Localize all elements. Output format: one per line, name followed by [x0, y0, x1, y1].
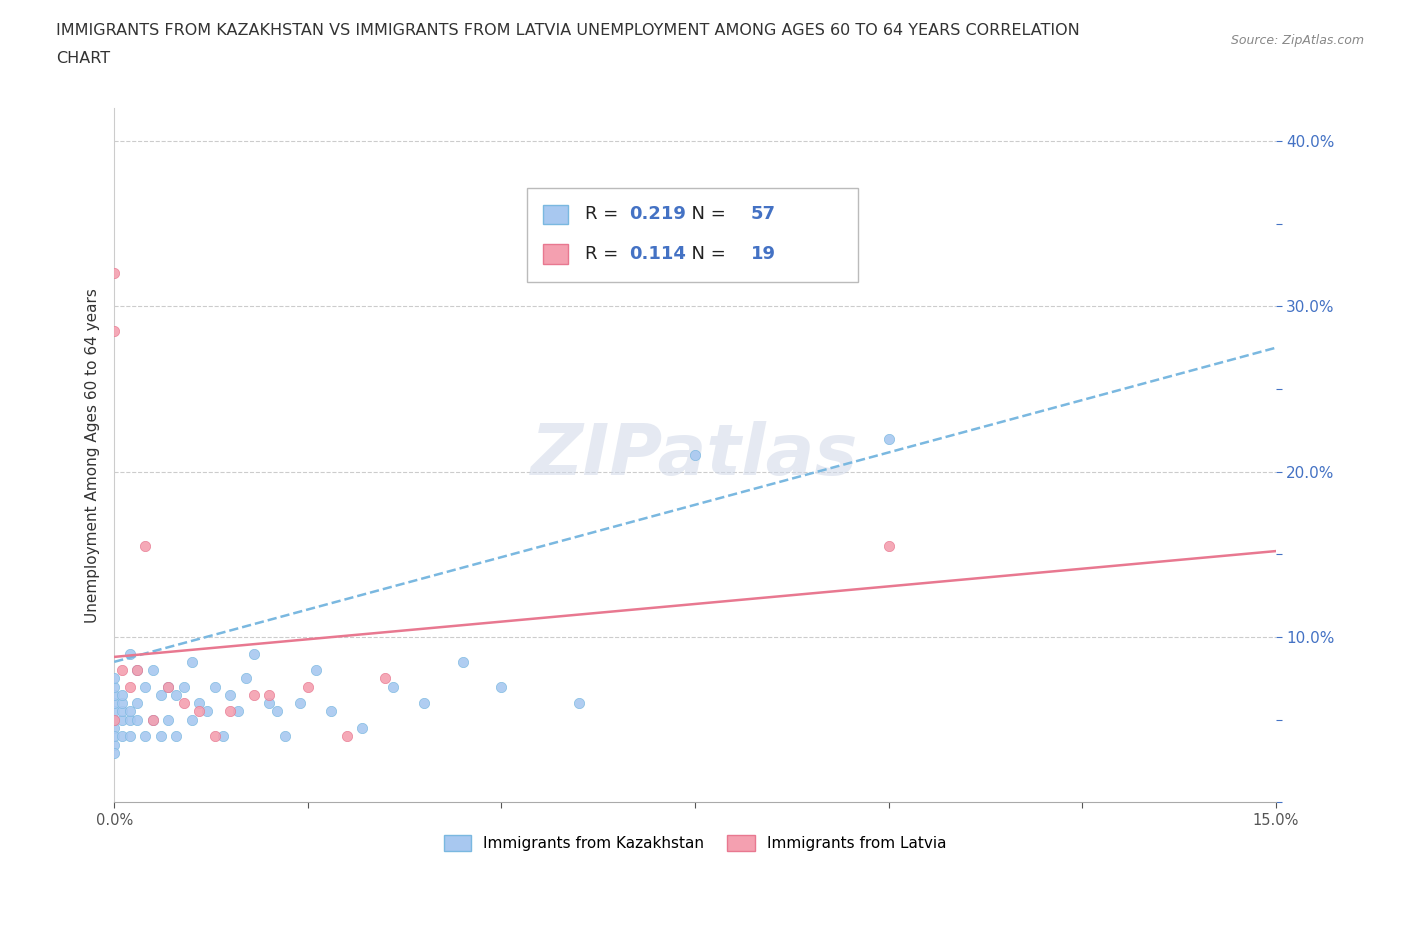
Point	[877, 538, 900, 553]
Point	[127, 663, 149, 678]
Point	[173, 679, 195, 694]
Point	[118, 729, 141, 744]
Point	[103, 671, 125, 685]
FancyBboxPatch shape	[527, 188, 858, 282]
Point	[288, 696, 311, 711]
Point	[335, 729, 357, 744]
Text: N =: N =	[681, 206, 731, 223]
Point	[319, 704, 342, 719]
Point	[103, 696, 125, 711]
Point	[204, 729, 226, 744]
Point	[204, 679, 226, 694]
Point	[111, 704, 134, 719]
Point	[273, 729, 295, 744]
Point	[304, 663, 326, 678]
Point	[103, 324, 125, 339]
Point	[413, 696, 436, 711]
Point	[297, 679, 319, 694]
Point	[195, 704, 218, 719]
Point	[491, 679, 513, 694]
Point	[257, 696, 280, 711]
Text: R =: R =	[585, 245, 624, 263]
Point	[118, 679, 141, 694]
Point	[219, 704, 242, 719]
Point	[188, 696, 211, 711]
Point	[118, 646, 141, 661]
Point	[103, 745, 125, 760]
Point	[142, 712, 165, 727]
Point	[683, 447, 706, 462]
Point	[149, 687, 172, 702]
Point	[118, 704, 141, 719]
Point	[111, 712, 134, 727]
Point	[118, 712, 141, 727]
Text: IMMIGRANTS FROM KAZAKHSTAN VS IMMIGRANTS FROM LATVIA UNEMPLOYMENT AMONG AGES 60 : IMMIGRANTS FROM KAZAKHSTAN VS IMMIGRANTS…	[56, 23, 1080, 38]
Text: R =: R =	[585, 206, 624, 223]
Point	[127, 712, 149, 727]
Text: Source: ZipAtlas.com: Source: ZipAtlas.com	[1230, 34, 1364, 47]
Point	[219, 687, 242, 702]
Point	[451, 655, 474, 670]
Point	[103, 712, 125, 727]
Point	[226, 704, 249, 719]
Point	[111, 687, 134, 702]
Point	[103, 737, 125, 752]
Point	[103, 704, 125, 719]
Point	[211, 729, 233, 744]
Point	[157, 679, 180, 694]
Text: 0.114: 0.114	[628, 245, 686, 263]
Point	[242, 646, 264, 661]
Point	[142, 712, 165, 727]
Point	[157, 679, 180, 694]
Point	[103, 687, 125, 702]
Point	[103, 266, 125, 281]
Point	[188, 704, 211, 719]
Point	[350, 721, 373, 736]
Point	[877, 432, 900, 446]
FancyBboxPatch shape	[543, 205, 568, 224]
Point	[157, 712, 180, 727]
Text: N =: N =	[681, 245, 731, 263]
Point	[374, 671, 396, 685]
Point	[180, 655, 202, 670]
Point	[134, 679, 156, 694]
FancyBboxPatch shape	[543, 244, 568, 263]
Point	[127, 696, 149, 711]
Point	[173, 696, 195, 711]
Point	[127, 663, 149, 678]
Text: 19: 19	[751, 245, 776, 263]
Text: 57: 57	[751, 206, 776, 223]
Y-axis label: Unemployment Among Ages 60 to 64 years: Unemployment Among Ages 60 to 64 years	[86, 287, 100, 622]
Point	[111, 663, 134, 678]
Point	[103, 729, 125, 744]
Point	[568, 696, 591, 711]
Point	[142, 663, 165, 678]
Point	[382, 679, 405, 694]
Text: CHART: CHART	[56, 51, 110, 66]
Point	[180, 712, 202, 727]
Point	[235, 671, 257, 685]
Point	[111, 696, 134, 711]
Legend: Immigrants from Kazakhstan, Immigrants from Latvia: Immigrants from Kazakhstan, Immigrants f…	[437, 829, 952, 857]
Point	[103, 721, 125, 736]
Point	[266, 704, 288, 719]
Point	[134, 538, 156, 553]
Point	[242, 687, 264, 702]
Point	[257, 687, 280, 702]
Point	[149, 729, 172, 744]
Point	[165, 729, 187, 744]
Text: 0.219: 0.219	[628, 206, 686, 223]
Point	[165, 687, 187, 702]
Point	[134, 729, 156, 744]
Text: ZIPatlas: ZIPatlas	[531, 420, 859, 490]
Point	[111, 729, 134, 744]
Point	[103, 679, 125, 694]
Point	[103, 712, 125, 727]
